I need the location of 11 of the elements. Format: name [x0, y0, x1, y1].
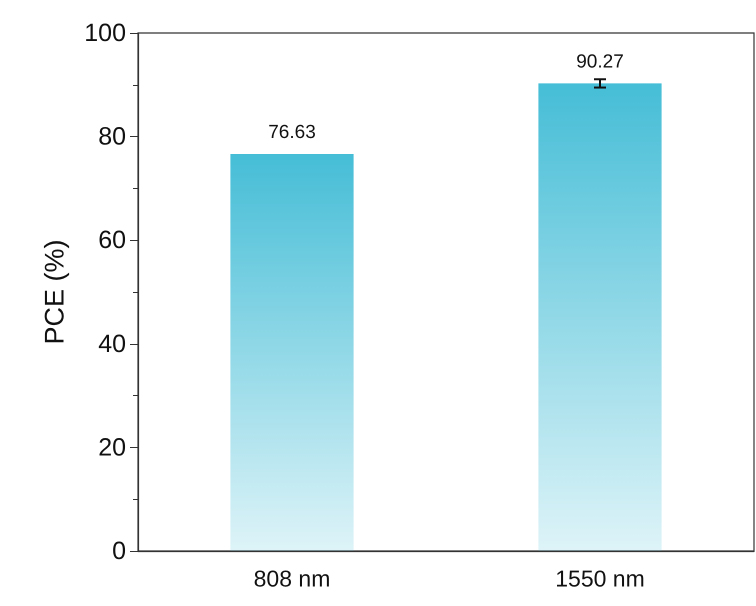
y-tick-label: 20: [98, 433, 126, 462]
x-tick-label: 1550 nm: [555, 566, 645, 592]
y-axis-title: PCE (%): [40, 239, 70, 345]
y-tick-label: 100: [84, 19, 126, 47]
y-tick-label: 80: [98, 122, 126, 151]
y-tick-label: 0: [112, 537, 126, 565]
y-tick-label: 60: [98, 226, 126, 254]
data-label: 76.63: [268, 122, 316, 144]
x-tick-label: 808 nm: [254, 566, 330, 592]
data-label: 90.27: [576, 51, 624, 72]
y-tick-label: 40: [98, 330, 126, 358]
